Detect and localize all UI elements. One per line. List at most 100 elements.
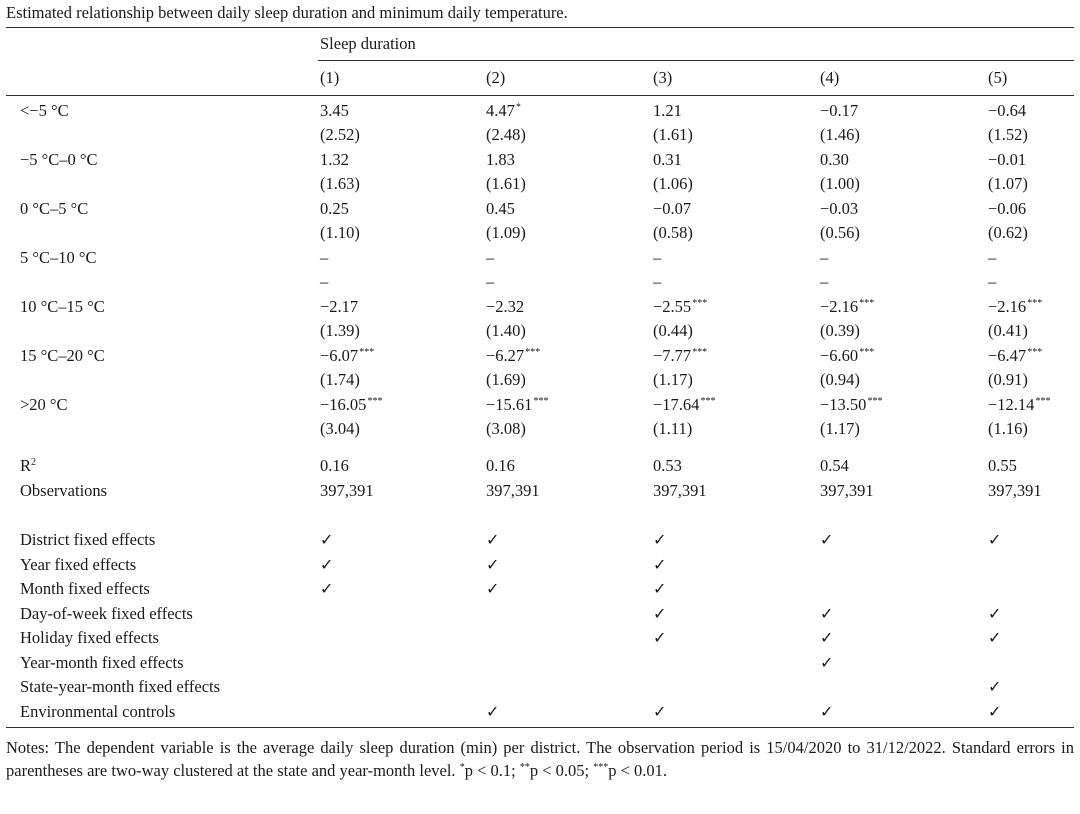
checkmark-icon: ✓ (653, 530, 667, 549)
checkmark-icon: ✓ (820, 603, 834, 623)
coefficient-cell: −17.64*** (653, 395, 715, 418)
r2-label-text: R (20, 456, 32, 475)
checkmark-icon: ✓ (486, 554, 500, 574)
standard-error-cell: (1.74) (320, 370, 360, 389)
coefficient-cell: – (653, 248, 662, 271)
table-caption: Estimated relationship between daily sle… (6, 3, 568, 22)
checkmark-icon: ✓ (988, 677, 1002, 696)
coefficient-cell: −0.03 (820, 199, 859, 222)
column-header-5: (5) (988, 68, 1008, 87)
standard-error-cell: – (820, 272, 829, 291)
checkmark-icon: ✓ (653, 579, 667, 598)
coefficient-cell: −0.01 (988, 150, 1027, 173)
coefficient-value: – (820, 248, 829, 267)
checkmark-icon: ✓ (320, 579, 334, 598)
coefficient-value: −17.64 (653, 395, 700, 414)
coefficient-cell: −15.61*** (486, 395, 548, 418)
standard-error-cell: (1.17) (653, 370, 693, 389)
coefficient-value: −0.06 (988, 199, 1027, 218)
column-header-4: (4) (820, 68, 840, 87)
observations-value: 397,391 (486, 481, 540, 500)
standard-error-cell: (0.56) (820, 223, 860, 242)
checkmark-icon: ✓ (486, 530, 500, 549)
coefficient-cell: −2.17 (320, 297, 359, 320)
control-label: Month fixed effects (20, 579, 150, 598)
checkmark-icon: ✓ (653, 628, 667, 647)
standard-error-cell: (1.00) (820, 174, 860, 193)
coefficient-value: −0.07 (653, 199, 692, 218)
coefficient-value: 3.45 (320, 101, 349, 120)
r2-value: 0.54 (820, 456, 849, 475)
coefficient-cell: −2.32 (486, 297, 525, 320)
r2-label: R2 (20, 456, 36, 479)
row-label: 5 °C–10 °C (20, 248, 97, 267)
standard-error-cell: (1.52) (988, 125, 1028, 144)
coefficient-cell: −6.07*** (320, 346, 374, 369)
notes-text: Notes: The dependent variable is the ave… (6, 738, 1074, 780)
coefficient-cell: −0.06 (988, 199, 1027, 222)
checkmark-icon: ✓ (988, 530, 1002, 549)
bottom-rule (6, 727, 1074, 728)
significance-stars: *** (700, 396, 716, 407)
checkmark-icon: ✓ (988, 628, 1002, 647)
coefficient-cell: 0.31 (653, 150, 683, 173)
coefficient-value: −6.47 (988, 346, 1027, 365)
coefficient-value: 1.21 (653, 101, 682, 120)
coefficient-value: −2.16 (820, 297, 859, 316)
coefficient-value: −2.55 (653, 297, 692, 316)
significance-stars: *** (533, 396, 549, 407)
checkmark-icon: ✓ (820, 652, 834, 672)
r2-superscript: 2 (31, 457, 37, 468)
coefficient-value: −2.17 (320, 297, 359, 316)
standard-error-cell: (0.44) (653, 321, 693, 340)
standard-error-cell: – (486, 272, 495, 291)
standard-error-cell: (0.94) (820, 370, 860, 389)
checkmark-icon: ✓ (820, 701, 834, 721)
note-sig-3: p < 0.01. (608, 761, 668, 780)
observations-label: Observations (20, 481, 108, 500)
coefficient-cell: 4.47* (486, 101, 521, 124)
standard-error-cell: (1.61) (653, 125, 693, 144)
coefficient-value: 1.83 (486, 150, 515, 169)
standard-error-cell: (1.39) (320, 321, 360, 340)
row-label: 0 °C–5 °C (20, 199, 89, 218)
checkmark-icon: ✓ (653, 701, 667, 721)
coefficient-value: −6.07 (320, 346, 359, 365)
standard-error-cell: – (653, 272, 662, 291)
standard-error-cell: (1.06) (653, 174, 693, 193)
r2-value: 0.16 (486, 456, 515, 475)
significance-stars: *** (359, 347, 375, 358)
column-group-label: Sleep duration (320, 34, 416, 53)
checkmark-icon: ✓ (653, 554, 667, 574)
coefficient-value: −0.17 (820, 101, 859, 120)
coefficient-cell: 1.83 (486, 150, 516, 173)
star-1: * (459, 762, 465, 773)
coefficient-cell: −0.17 (820, 101, 859, 124)
standard-error-cell: (1.17) (820, 419, 860, 438)
coefficient-value: 4.47 (486, 101, 515, 120)
coefficient-cell: −7.77*** (653, 346, 707, 369)
coefficient-cell: – (820, 248, 829, 271)
standard-error-cell: (1.09) (486, 223, 526, 242)
row-label: −5 °C–0 °C (20, 150, 98, 169)
coefficient-value: – (320, 248, 329, 267)
standard-error-cell: – (320, 272, 329, 291)
checkmark-icon: ✓ (653, 603, 667, 623)
coefficient-cell: −6.60*** (820, 346, 874, 369)
coefficient-value: – (486, 248, 495, 267)
control-label: Year fixed effects (20, 554, 137, 574)
coefficient-cell: −16.05*** (320, 395, 382, 418)
coefficient-cell: 1.32 (320, 150, 350, 173)
coefficient-value: −6.27 (486, 346, 525, 365)
coefficient-value: 1.32 (320, 150, 349, 169)
standard-error-cell: (1.40) (486, 321, 526, 340)
coefficient-value: −15.61 (486, 395, 533, 414)
row-label: 10 °C–15 °C (20, 297, 105, 316)
control-label: State-year-month fixed effects (20, 677, 221, 696)
standard-error-cell: (1.07) (988, 174, 1028, 193)
observations-value: 397,391 (820, 481, 874, 500)
star-2: ** (519, 762, 530, 773)
coefficient-value: 0.30 (820, 150, 849, 169)
coefficient-value: – (653, 248, 662, 267)
control-label: Year-month fixed effects (20, 652, 184, 672)
